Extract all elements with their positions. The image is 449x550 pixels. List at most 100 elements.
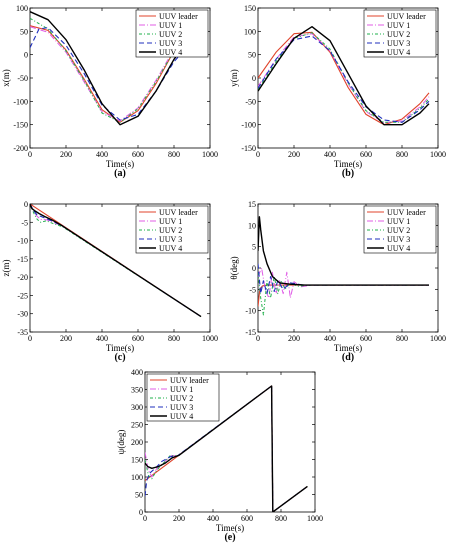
x-tick-label: 400 bbox=[96, 334, 108, 343]
legend-entry: UUV 4 bbox=[387, 244, 410, 253]
x-tick-label: 0 bbox=[28, 150, 32, 159]
panel-a: 0 200 400 600 800 1000 -200 -150 -100 -50 0 50 100 Ti… bbox=[1, 4, 218, 179]
y-tick-label: 15 bbox=[248, 200, 256, 209]
legend-entry: UUV 2 bbox=[170, 394, 193, 403]
x-tick-label: 0 bbox=[256, 150, 260, 159]
y-tick-label: -50 bbox=[17, 74, 28, 83]
y-tick-label: 5 bbox=[252, 243, 256, 252]
x-tick-label: 1000 bbox=[202, 334, 218, 343]
legend-entry: UUV leader bbox=[387, 208, 426, 217]
y-axis-label: x(m) bbox=[1, 69, 11, 87]
legend-entry: UUV 1 bbox=[159, 21, 182, 30]
legend-entry: UUV 2 bbox=[387, 226, 410, 235]
y-tick-label: -5 bbox=[21, 218, 28, 227]
y-tick-label: -10 bbox=[245, 307, 256, 316]
y-tick-label: 200 bbox=[131, 438, 143, 447]
y-tick-label: 50 bbox=[135, 491, 143, 500]
y-tick-label: 350 bbox=[131, 386, 143, 395]
legend-entry: UUV 1 bbox=[170, 385, 193, 394]
series-line-uuv2 bbox=[258, 272, 429, 316]
y-tick-label: -35 bbox=[17, 328, 28, 337]
y-tick-label: -150 bbox=[13, 121, 28, 130]
y-tick-label: -15 bbox=[245, 328, 256, 337]
x-axis-label: Time(s) bbox=[106, 343, 134, 353]
legend-entry: UUV 4 bbox=[159, 48, 182, 57]
legend-entry: UUV leader bbox=[159, 12, 198, 21]
series-line-uuv1 bbox=[145, 385, 308, 512]
legend-entry: UUV leader bbox=[170, 376, 209, 385]
y-axis-label: z(m) bbox=[1, 260, 11, 277]
legend-entry: UUV leader bbox=[159, 208, 198, 217]
x-tick-label: 800 bbox=[168, 334, 180, 343]
legend-entry: UUV leader bbox=[387, 12, 426, 21]
x-tick-label: 200 bbox=[288, 150, 300, 159]
y-tick-label: 50 bbox=[20, 27, 28, 36]
x-tick-label: 1000 bbox=[430, 334, 446, 343]
x-tick-label: 1000 bbox=[307, 514, 323, 523]
y-tick-label: 300 bbox=[131, 403, 143, 412]
x-tick-label: 800 bbox=[275, 514, 287, 523]
series-line-uuv3 bbox=[145, 385, 308, 512]
x-axis-label: Time(s) bbox=[334, 159, 362, 169]
panel-e: 0 200 400 600 800 1000 0 50 100 150 200 250 300 350 40… bbox=[116, 368, 323, 543]
panel-c: 0 200 400 600 800 1000 -35 -30 -25 -20 -15 -10 -5 0 Ti… bbox=[1, 200, 218, 363]
y-tick-label: -200 bbox=[13, 144, 28, 153]
y-tick-label: 150 bbox=[244, 4, 256, 13]
legend-entry: UUV 2 bbox=[387, 30, 410, 39]
y-tick-label: -25 bbox=[17, 291, 28, 300]
x-tick-label: 800 bbox=[168, 150, 180, 159]
legend-entry: UUV 1 bbox=[159, 217, 182, 226]
y-tick-label: -100 bbox=[241, 121, 256, 130]
x-tick-label: 400 bbox=[96, 150, 108, 159]
legend-entry: UUV 3 bbox=[387, 235, 410, 244]
x-tick-label: 800 bbox=[396, 334, 408, 343]
series-line-uuv4 bbox=[30, 204, 202, 318]
legend-entry: UUV 3 bbox=[170, 403, 193, 412]
legend-entry: UUV 2 bbox=[159, 226, 182, 235]
y-tick-label: 0 bbox=[252, 264, 256, 273]
y-tick-label: -30 bbox=[17, 310, 28, 319]
legend-entry: UUV 3 bbox=[387, 39, 410, 48]
y-axis-label: ψ(deg) bbox=[116, 430, 126, 455]
y-tick-label: 0 bbox=[24, 51, 28, 60]
x-tick-label: 0 bbox=[256, 334, 260, 343]
y-tick-label: 250 bbox=[131, 421, 143, 430]
series-line-uuv1 bbox=[258, 33, 430, 124]
legend-entry: UUV 3 bbox=[159, 39, 182, 48]
legend-entry: UUV 1 bbox=[387, 21, 410, 30]
x-tick-label: 800 bbox=[396, 150, 408, 159]
x-tick-label: 0 bbox=[143, 514, 147, 523]
legend-entry: UUV 4 bbox=[159, 244, 182, 253]
y-tick-label: -5 bbox=[249, 285, 256, 294]
series-line-uuv4 bbox=[258, 216, 429, 286]
x-tick-label: 200 bbox=[288, 334, 300, 343]
y-tick-label: 100 bbox=[131, 473, 143, 482]
legend-entry: UUV 4 bbox=[387, 48, 410, 57]
y-axis-label: y(m) bbox=[229, 69, 239, 87]
x-tick-label: 600 bbox=[132, 334, 144, 343]
y-tick-label: -20 bbox=[17, 273, 28, 282]
x-tick-label: 400 bbox=[324, 150, 336, 159]
x-tick-label: 600 bbox=[360, 150, 372, 159]
x-tick-label: 600 bbox=[241, 514, 253, 523]
panel-caption: (d) bbox=[342, 352, 354, 363]
y-tick-label: 0 bbox=[252, 74, 256, 83]
x-axis-label: Time(s) bbox=[334, 343, 362, 353]
y-tick-label: 10 bbox=[248, 221, 256, 230]
series-line-uuv4 bbox=[258, 26, 430, 126]
y-tick-label: -50 bbox=[245, 97, 256, 106]
y-tick-label: 0 bbox=[139, 508, 143, 517]
y-tick-label: -15 bbox=[17, 255, 28, 264]
series-line-uuv3 bbox=[30, 27, 202, 121]
legend-box bbox=[135, 9, 209, 58]
legend-entry: UUV 2 bbox=[159, 30, 182, 39]
x-tick-label: 1000 bbox=[430, 150, 446, 159]
y-tick-label: 150 bbox=[131, 456, 143, 465]
x-tick-label: 1000 bbox=[202, 150, 218, 159]
y-axis-label: θ(deg) bbox=[229, 256, 239, 279]
